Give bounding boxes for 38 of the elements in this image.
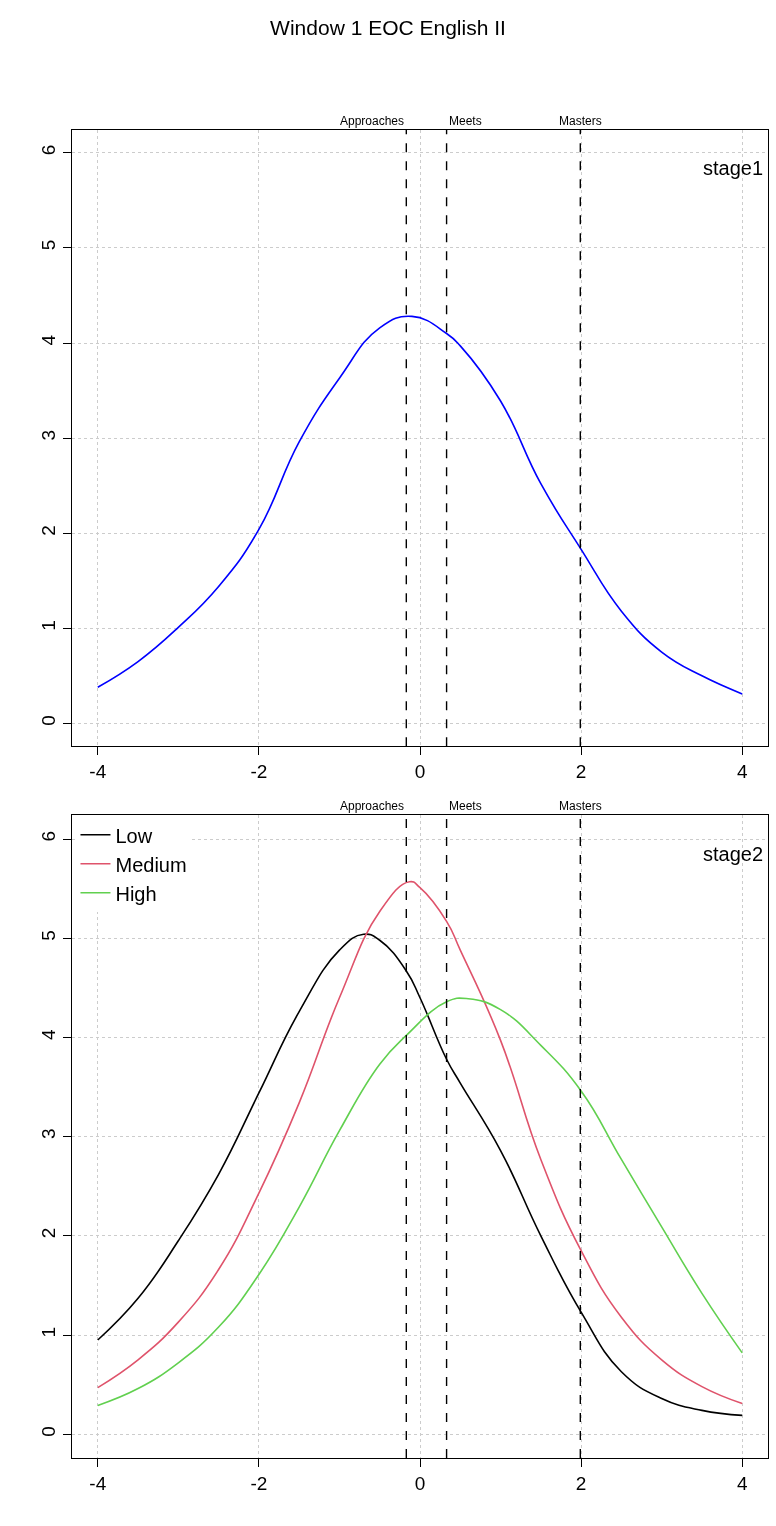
y-tick-label: 5 bbox=[38, 930, 60, 941]
annotation: stage2 bbox=[703, 843, 764, 865]
ref-line-label: Meets bbox=[449, 114, 482, 128]
ref-line-label: Masters bbox=[559, 799, 602, 813]
y-tick-label: 4 bbox=[38, 1028, 60, 1040]
x-tick-label: 2 bbox=[575, 1472, 587, 1494]
annotation: stage1 bbox=[703, 157, 764, 179]
x-tick-label: 2 bbox=[575, 761, 587, 783]
x-tick-label: -2 bbox=[250, 1472, 268, 1494]
y-tick-label: 6 bbox=[38, 830, 60, 842]
y-tick-label: 0 bbox=[38, 1426, 60, 1437]
y-tick-label: 1 bbox=[38, 1326, 60, 1338]
y-tick-label: 3 bbox=[38, 429, 60, 441]
y-tick-label: 5 bbox=[38, 239, 60, 251]
x-tick-label: 0 bbox=[414, 1472, 426, 1494]
y-tick-label: 0 bbox=[38, 715, 60, 726]
chart-title: Window 1 EOC English II bbox=[270, 15, 506, 39]
x-tick-label: 0 bbox=[414, 761, 426, 783]
y-tick-label: 2 bbox=[38, 525, 60, 536]
legend-label: High bbox=[115, 882, 157, 905]
x-tick-label: 4 bbox=[736, 1472, 748, 1494]
legend-label: Medium bbox=[115, 853, 187, 876]
y-tick-label: 1 bbox=[38, 620, 60, 631]
line-series bbox=[96, 315, 744, 695]
y-tick-label: 3 bbox=[38, 1128, 60, 1140]
y-tick-label: 2 bbox=[38, 1227, 60, 1239]
x-tick-label: 4 bbox=[736, 761, 748, 783]
x-tick-label: -4 bbox=[89, 761, 107, 783]
line-series bbox=[96, 997, 744, 1407]
x-tick-label: -2 bbox=[250, 761, 268, 783]
legend-label: Low bbox=[115, 824, 153, 847]
ref-line-label: Masters bbox=[559, 114, 602, 128]
ref-line-label: Approaches bbox=[340, 799, 405, 813]
x-tick-label: -4 bbox=[89, 1472, 107, 1494]
y-tick-label: 6 bbox=[38, 144, 60, 156]
ref-line-label: Approaches bbox=[340, 114, 405, 128]
ref-line-label: Meets bbox=[449, 799, 482, 813]
y-tick-label: 4 bbox=[38, 334, 60, 346]
